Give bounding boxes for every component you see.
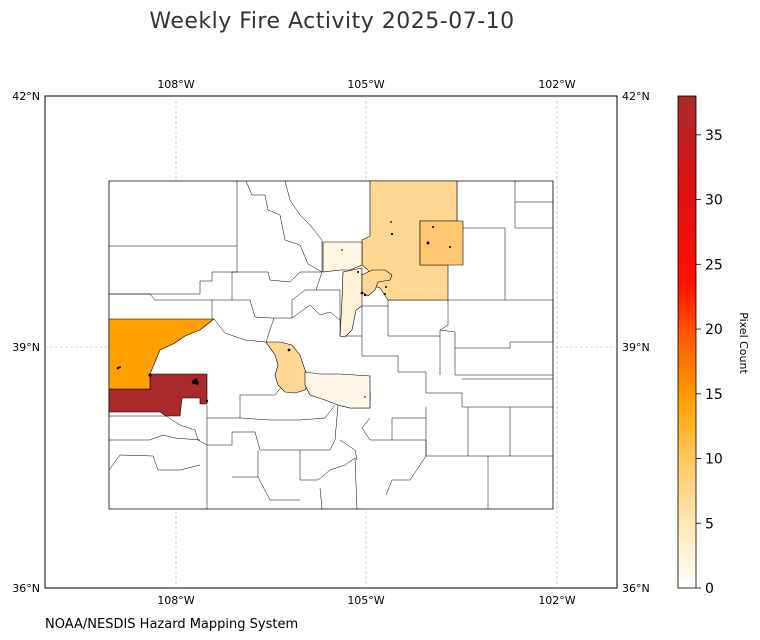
hotspot <box>287 348 291 352</box>
colorbar-tick-label: 0 <box>705 581 714 597</box>
hotspot <box>357 271 359 273</box>
map-title: Weekly Fire Activity 2025-07-10 <box>149 9 514 34</box>
county-fire-level-pale-1 <box>322 241 363 273</box>
county-fire-level-pale-3 <box>304 371 371 409</box>
hotspot <box>148 373 152 377</box>
colorbar-tick-label: 35 <box>705 128 723 144</box>
lat-label-right-42n: 42°N <box>622 90 650 103</box>
county-fire-level-light-2 <box>419 220 464 266</box>
hotspot <box>363 293 367 297</box>
hotspot <box>432 226 434 228</box>
hotspot <box>364 396 366 398</box>
county-fire-level-light-3 <box>265 341 311 394</box>
lon-label-top-105w: 105°W <box>347 78 384 91</box>
lat-label-left-39n: 39°N <box>12 341 40 354</box>
colorbar-tick-label: 20 <box>705 322 723 338</box>
data-credit: NOAA/NESDIS Hazard Mapping System <box>45 617 298 632</box>
lat-label-left-42n: 42°N <box>12 90 40 103</box>
fire-hotspots <box>116 221 451 403</box>
hotspot <box>426 241 430 245</box>
hotspot <box>341 249 343 251</box>
colorbar-tick-label: 5 <box>705 516 714 532</box>
colorbar-tick-label: 15 <box>705 387 723 403</box>
lon-label-top-102w: 102°W <box>538 78 575 91</box>
state-outline <box>108 180 554 510</box>
lon-label-bottom-108w: 108°W <box>157 594 194 607</box>
colorbar: 0 5 10 15 20 25 30 35 Pixel Count <box>677 95 750 597</box>
hotspot <box>449 246 451 248</box>
lon-label-bottom-105w: 105°W <box>347 594 384 607</box>
lat-label-right-36n: 36°N <box>622 582 650 595</box>
colorado-counties <box>108 180 554 510</box>
county-fire-level-orange <box>108 318 215 390</box>
county-boundaries <box>108 180 554 510</box>
colorbar-gradient <box>677 95 697 589</box>
hotspot <box>390 221 392 223</box>
hotspot <box>116 366 120 370</box>
map-panel: 108°W 105°W 102°W 108°W 105°W 102°W 42°N… <box>12 78 649 607</box>
colorbar-tick-label: 25 <box>705 257 723 273</box>
lat-label-right-39n: 39°N <box>622 341 650 354</box>
hotspot <box>195 381 199 385</box>
hotspot <box>384 293 386 295</box>
hotspot <box>385 286 387 288</box>
lon-label-bottom-102w: 102°W <box>538 594 575 607</box>
colorbar-tick-label: 10 <box>705 452 723 468</box>
colorbar-tick-label: 30 <box>705 193 723 209</box>
hotspot <box>360 291 364 295</box>
hotspot <box>390 232 394 236</box>
hotspot <box>194 378 198 382</box>
colorbar-label: Pixel Count <box>737 312 750 374</box>
lon-label-top-108w: 108°W <box>157 78 194 91</box>
hotspot <box>205 399 209 403</box>
colorbar-ticks: 0 5 10 15 20 25 30 35 <box>696 128 723 597</box>
hotspot <box>119 366 121 368</box>
lat-label-left-36n: 36°N <box>12 582 40 595</box>
